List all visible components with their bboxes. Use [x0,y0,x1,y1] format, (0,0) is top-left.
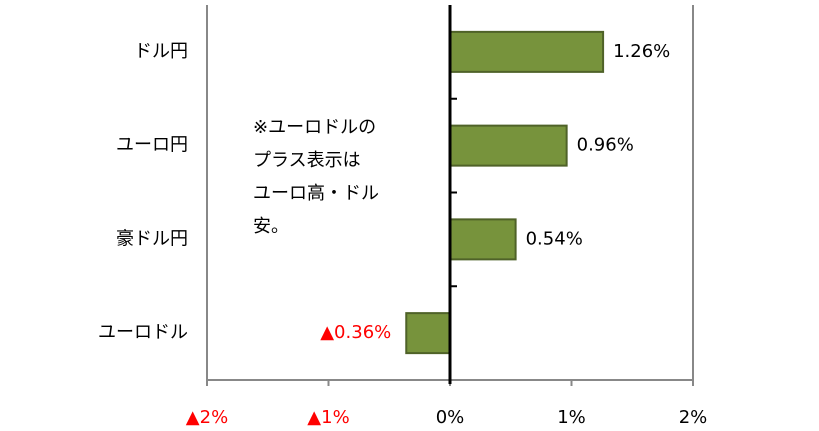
x-tick-label: 1% [557,407,586,428]
y-tick-label: ユーロドル [98,322,188,343]
annotation: ※ユーロドルの [253,117,376,138]
x-tick-label: ▲1% [307,407,349,428]
bar [405,312,452,355]
bar [449,218,517,261]
bar [449,124,568,167]
y-tick-label: 豪ドル円 [116,228,188,249]
x-tick-label: 2% [679,407,708,428]
annotation: 安。 [253,216,289,237]
annotation: ユーロ高・ドル [253,183,379,204]
y-tick-label: ドル円 [134,41,188,62]
bar [449,30,605,73]
x-tick-label: 0% [436,407,465,428]
x-tick-label: ▲2% [186,407,228,428]
value-label: 0.54% [526,228,583,249]
value-label: 1.26% [613,41,670,62]
y-tick-label: ユーロ円 [116,135,188,156]
value-label: 0.96% [577,135,634,156]
value-label: ▲0.36% [320,322,391,343]
annotation: プラス表示は [253,150,361,171]
